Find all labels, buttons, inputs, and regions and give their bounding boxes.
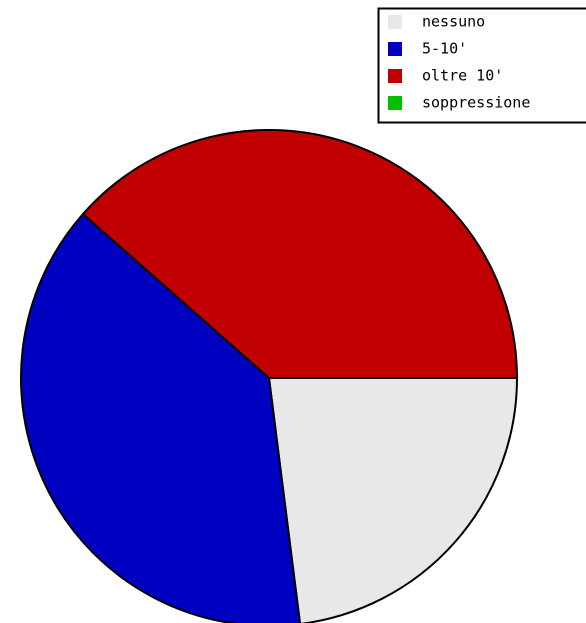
legend-label: soppressione	[422, 94, 530, 112]
legend-label: nessuno	[422, 13, 485, 31]
legend-box	[377, 7, 586, 124]
legend-swatch	[388, 42, 402, 56]
legend-label: oltre 10'	[422, 67, 503, 85]
legend-swatch	[388, 96, 402, 110]
pie-slice	[20, 212, 301, 623]
legend-label: 5-10'	[422, 40, 467, 58]
pie-slice	[81, 129, 519, 379]
legend-swatch	[388, 69, 402, 83]
legend-swatch	[388, 15, 402, 29]
pie-slice	[267, 377, 519, 623]
